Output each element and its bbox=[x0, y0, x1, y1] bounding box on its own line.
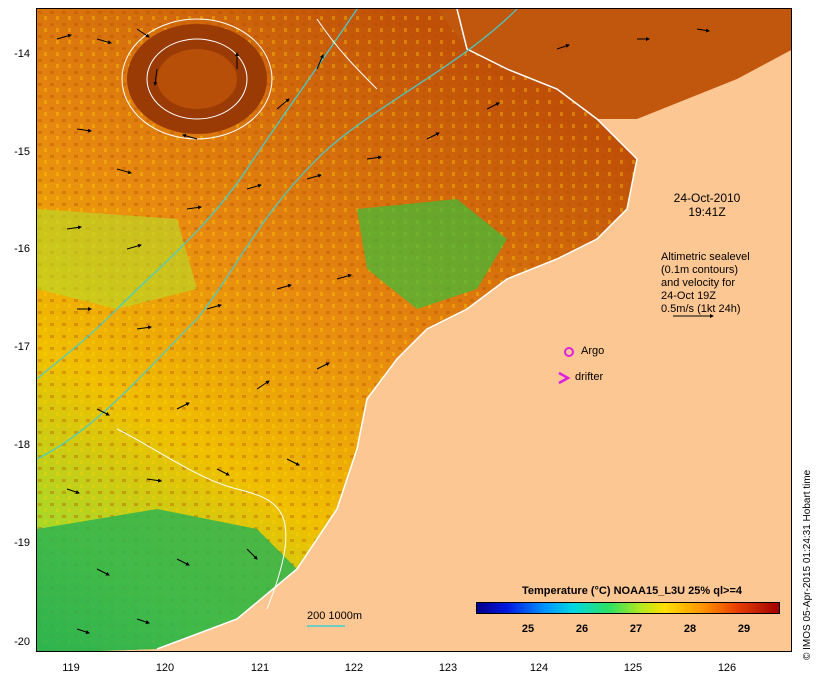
info-line: (0.1m contours) bbox=[661, 264, 739, 276]
x-tick-label: 121 bbox=[250, 662, 270, 674]
cool-water-patch bbox=[37, 509, 297, 651]
x-tick-label: 123 bbox=[438, 662, 458, 674]
info-line: Altimetric sealevel bbox=[661, 251, 750, 263]
colorbar-tick-label: 26 bbox=[575, 623, 589, 635]
colorbar-tick-label: 27 bbox=[629, 623, 643, 635]
x-tick-label: 125 bbox=[623, 662, 643, 674]
colorbar-tick-label: 28 bbox=[683, 623, 697, 635]
y-tick-label: -20 bbox=[14, 636, 30, 648]
colorbar-title: Temperature (°C) NOAA15_L3U 25% ql>=4 bbox=[522, 585, 742, 597]
warm-water-band bbox=[437, 9, 791, 119]
y-tick-label: -16 bbox=[14, 243, 30, 255]
date-stamp: 24-Oct-2010 19:41Z bbox=[657, 191, 757, 219]
date-line: 24-Oct-2010 bbox=[673, 191, 741, 205]
info-line: 24-Oct 19Z bbox=[661, 290, 717, 302]
coastline bbox=[156, 9, 638, 650]
sst-map bbox=[37, 9, 791, 651]
bathymetry-contour-200m bbox=[37, 9, 518, 460]
x-tick-label: 120 bbox=[155, 662, 175, 674]
credit-text: © IMOS 05-Apr-2015 01:24:31 Hobart time bbox=[802, 469, 813, 660]
drifter-marker[interactable] bbox=[558, 371, 571, 385]
temperature-colorbar bbox=[476, 602, 780, 614]
info-line: 0.5m/s (1kt 24h) bbox=[661, 303, 741, 315]
colorbar-tick-label: 25 bbox=[521, 623, 535, 635]
argo-marker[interactable] bbox=[564, 347, 574, 357]
x-tick-label: 122 bbox=[344, 662, 364, 674]
bathymetry-legend-label: 200 1000m bbox=[307, 610, 363, 622]
y-tick-label: -14 bbox=[14, 48, 30, 60]
x-tick-label: 119 bbox=[62, 662, 80, 674]
info-line: and velocity for bbox=[661, 277, 735, 289]
velocity-arrows bbox=[56, 28, 710, 634]
altimetry-info: Altimetric sealevel (0.1m contours) and … bbox=[661, 251, 750, 316]
colorbar-tick-label: 29 bbox=[737, 623, 751, 635]
bathymetry-contour-1000m bbox=[37, 9, 358, 380]
y-tick-label: -17 bbox=[14, 341, 30, 353]
x-tick-label: 126 bbox=[717, 662, 737, 674]
y-tick-label: -19 bbox=[14, 537, 30, 549]
argo-label: Argo bbox=[581, 345, 605, 357]
drifter-label: drifter bbox=[575, 371, 604, 383]
time-line: 19:41Z bbox=[688, 205, 726, 219]
map-frame[interactable]: 24-Oct-2010 19:41Z Altimetric sealevel (… bbox=[36, 8, 792, 652]
x-tick-label: 124 bbox=[529, 662, 549, 674]
y-tick-label: -15 bbox=[14, 146, 30, 158]
y-tick-label: -18 bbox=[14, 439, 30, 451]
